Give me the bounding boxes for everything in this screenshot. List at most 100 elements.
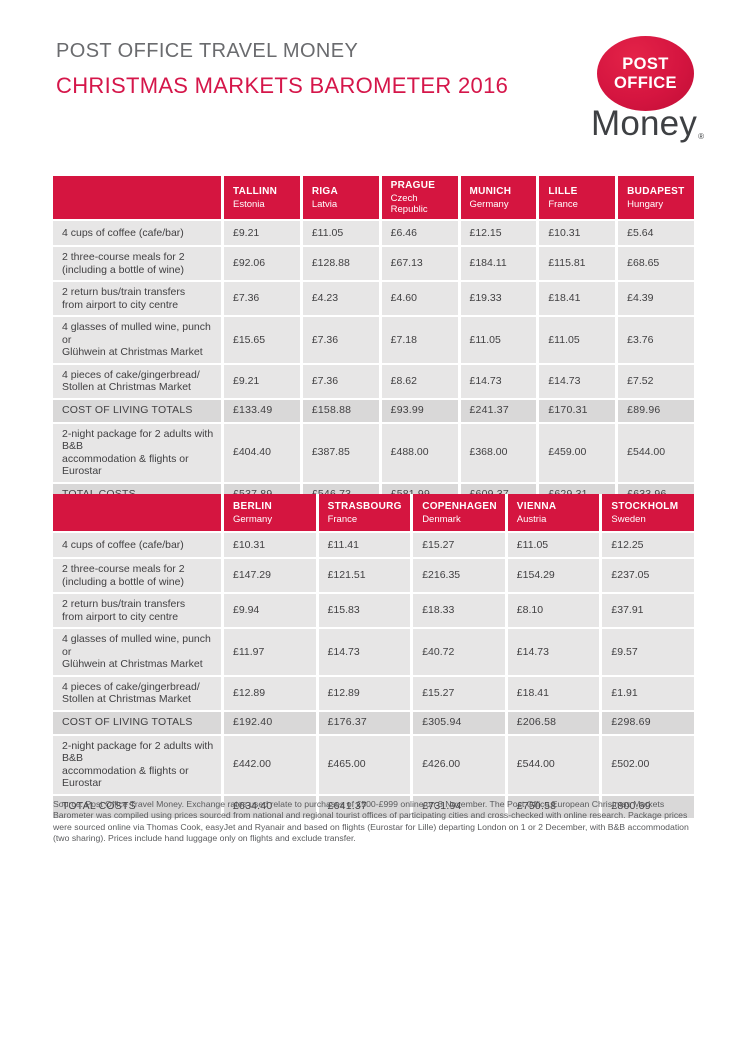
value-cell: £14.73 — [507, 629, 600, 675]
money-wordmark: Money® — [591, 104, 705, 143]
value-cell: £12.25 — [602, 533, 694, 557]
value-cell: £442.00 — [224, 735, 316, 794]
registered-trademark-icon: ® — [698, 132, 705, 141]
value-cell: £93.99 — [381, 399, 458, 422]
christmas-markets-table-west: BERLIN Germany STRASBOURG France COPENHAGEN D… — [53, 494, 694, 818]
row-label-cell: 2 return bus/train transfers from airpor… — [53, 594, 221, 627]
value-cell: £9.94 — [224, 594, 316, 627]
value-cell: £387.85 — [302, 423, 379, 482]
value-cell: £502.00 — [602, 735, 694, 794]
source-footnote: Source: Post Office Travel Money. Exchan… — [53, 799, 689, 844]
value-cell: £5.64 — [618, 221, 694, 245]
value-cell: £10.31 — [539, 221, 616, 245]
value-cell: £11.41 — [318, 533, 411, 557]
column-header: RIGA Latvia — [302, 176, 379, 219]
value-cell: £237.05 — [602, 559, 694, 592]
value-cell: £488.00 — [381, 423, 458, 482]
value-cell: £11.05 — [539, 317, 616, 363]
value-cell: £634.40 — [224, 795, 316, 818]
christmas-markets-table-east: TALLINN Estonia RIGA Latvia PRAGUE Czech Repu… — [53, 176, 694, 506]
value-cell: £426.00 — [413, 735, 505, 794]
value-cell: £1.91 — [602, 676, 694, 710]
country-name: Denmark — [422, 513, 461, 525]
value-cell: £4.23 — [302, 282, 379, 315]
value-cell: £128.88 — [302, 247, 379, 280]
value-cell: £11.05 — [460, 317, 537, 363]
logo-line-office: OFFICE — [614, 73, 677, 92]
value-cell: £4.60 — [381, 282, 458, 315]
column-header: TALLINN Estonia — [224, 176, 300, 219]
value-cell: £7.36 — [302, 317, 379, 363]
value-cell: £154.29 — [507, 559, 600, 592]
row-label-cell: 4 pieces of cake/gingerbread/ Stollen at… — [53, 676, 221, 710]
city-name: STOCKHOLM — [611, 500, 679, 512]
row-label-cell: 2 three-course meals for 2 (including a … — [53, 559, 221, 592]
country-name: France — [327, 513, 358, 525]
value-cell: £14.73 — [539, 364, 616, 398]
city-name: MUNICH — [469, 185, 512, 197]
value-cell: £7.52 — [618, 364, 694, 398]
value-cell: £18.41 — [507, 676, 600, 710]
value-cell: £368.00 — [460, 423, 537, 482]
row-label-cell: COST OF LIVING TOTALS — [53, 711, 221, 734]
value-cell: £750.58 — [507, 795, 600, 818]
value-cell: £68.65 — [618, 247, 694, 280]
value-cell: £11.05 — [302, 221, 379, 245]
value-cell: £459.00 — [539, 423, 616, 482]
city-name: PRAGUE — [390, 180, 436, 191]
value-cell: £11.05 — [507, 533, 600, 557]
value-cell: £12.15 — [460, 221, 537, 245]
value-cell: £18.33 — [413, 594, 505, 627]
value-cell: £4.39 — [618, 282, 694, 315]
value-cell: £9.21 — [224, 364, 300, 398]
value-cell: £9.21 — [224, 221, 300, 245]
value-cell: £7.18 — [381, 317, 458, 363]
value-cell: £8.62 — [381, 364, 458, 398]
value-cell: £147.29 — [224, 559, 316, 592]
value-cell: £184.11 — [460, 247, 537, 280]
country-name: Hungary — [627, 198, 664, 210]
value-cell: £176.37 — [318, 711, 411, 734]
country-name: Latvia — [311, 198, 338, 210]
country-name: Sweden — [611, 513, 646, 525]
page-subtitle: CHRISTMAS MARKETS BAROMETER 2016 — [56, 73, 509, 98]
value-cell: £133.49 — [224, 399, 300, 422]
logo-line-post: POST — [622, 55, 669, 73]
value-cell: £14.73 — [460, 364, 537, 398]
column-header: STRASBOURG France — [318, 494, 411, 531]
value-cell: £7.36 — [302, 364, 379, 398]
row-label-cell: 4 glasses of mulled wine, punch or Glühw… — [53, 629, 221, 675]
country-name: Germany — [233, 513, 273, 525]
value-cell: £731.94 — [413, 795, 505, 818]
value-cell: £15.27 — [413, 533, 505, 557]
value-cell: £305.94 — [413, 711, 505, 734]
row-label-cell: 2 three-course meals for 2 (including a … — [53, 247, 221, 280]
row-label-cell: 4 glasses of mulled wine, punch or Glühw… — [53, 317, 221, 363]
table-header-corner — [53, 176, 221, 219]
value-cell: £40.72 — [413, 629, 505, 675]
country-name: France — [548, 198, 578, 210]
value-cell: £3.76 — [618, 317, 694, 363]
country-name: Czech Republic — [390, 193, 428, 215]
column-header: MUNICH Germany — [460, 176, 537, 219]
value-cell: £19.33 — [460, 282, 537, 315]
value-cell: £7.36 — [224, 282, 300, 315]
city-name: LILLE — [548, 185, 578, 197]
country-name: Austria — [516, 513, 547, 525]
page-title: POST OFFICE TRAVEL MONEY — [56, 40, 359, 62]
value-cell: £37.91 — [602, 594, 694, 627]
row-label-cell: 4 cups of coffee (cafe/bar) — [53, 221, 221, 245]
row-label-cell: 2-night package for 2 adults with B&B ac… — [53, 735, 221, 794]
value-cell: £158.88 — [302, 399, 379, 422]
column-header: LILLE France — [539, 176, 616, 219]
value-cell: £115.81 — [539, 247, 616, 280]
value-cell: £11.97 — [224, 629, 316, 675]
city-name: COPENHAGEN — [422, 500, 497, 512]
value-cell: £15.27 — [413, 676, 505, 710]
country-name: Germany — [469, 198, 509, 210]
value-cell: £12.89 — [318, 676, 411, 710]
value-cell: £404.40 — [224, 423, 300, 482]
value-cell: £15.65 — [224, 317, 300, 363]
value-cell: £14.73 — [318, 629, 411, 675]
value-cell: £216.35 — [413, 559, 505, 592]
